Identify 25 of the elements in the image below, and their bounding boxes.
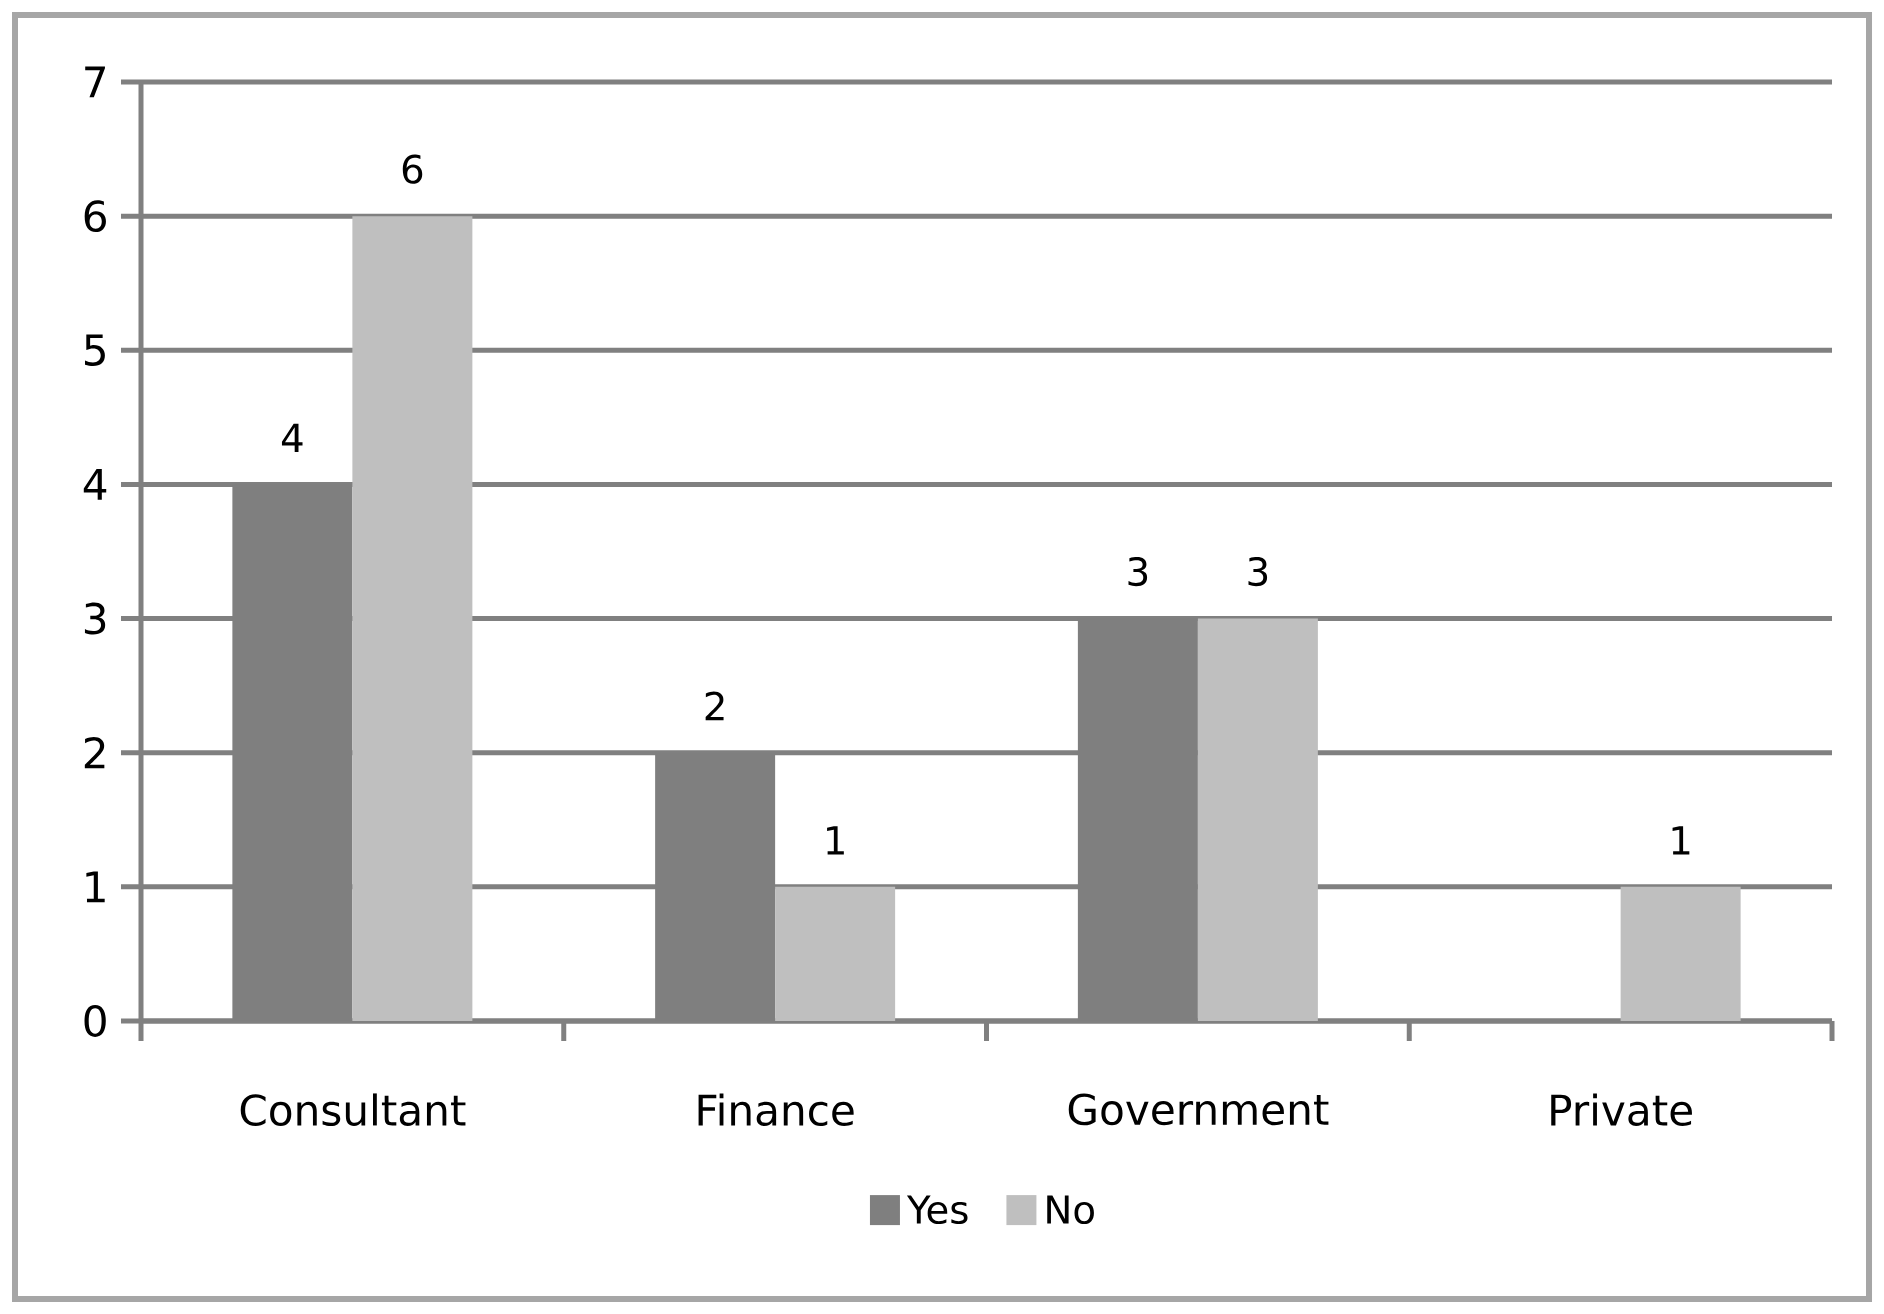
x-tick-label: Finance [698,1093,854,1127]
y-tick-label: 6 [84,200,106,233]
y-tick-label: 7 [85,66,105,98]
legend-label: Yes [906,1195,968,1225]
y-tick-label: 5 [85,334,105,366]
data-label: 3 [1248,556,1268,587]
x-tick-label: Government [1068,1093,1329,1126]
x-tick-label: Consultant [240,1093,466,1127]
data-label: 2 [705,691,724,721]
legend-label: No [1047,1195,1094,1225]
data-label: 1 [827,826,844,855]
y-tick-label: 0 [84,1005,106,1037]
data-label: 4 [281,423,303,452]
y-tick-label: 4 [83,469,107,500]
bar [1620,886,1741,1021]
bar [775,886,896,1021]
y-tick-label: 1 [86,871,105,903]
bar [352,216,473,1021]
data-label: 3 [1128,556,1148,587]
x-tick-label: Private [1551,1093,1692,1127]
data-label: 1 [1672,826,1690,855]
y-tick-label: 2 [84,737,105,769]
y-tick-label: 3 [84,602,106,635]
bar [1197,618,1318,1021]
data-label: 6 [402,154,423,184]
